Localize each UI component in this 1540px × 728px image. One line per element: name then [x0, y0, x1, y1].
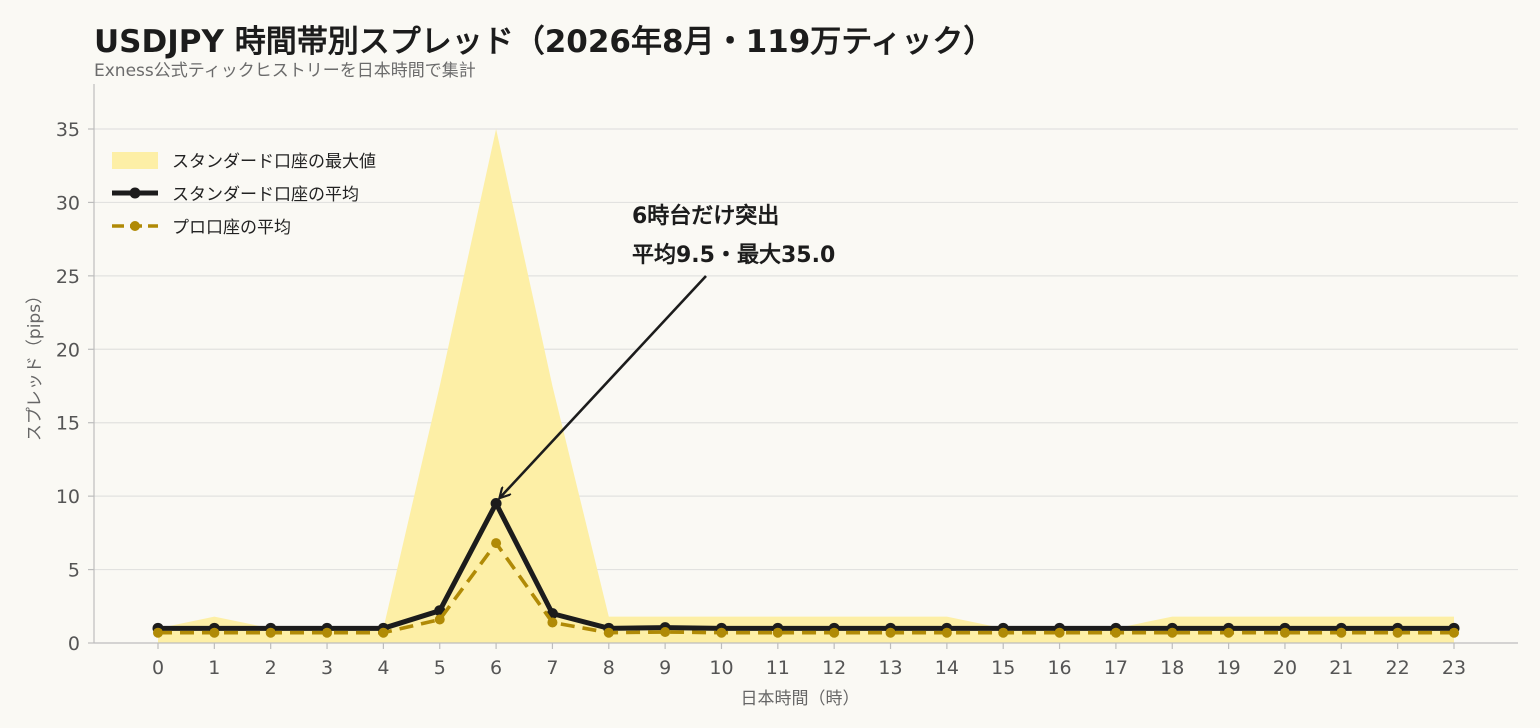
standard-avg-line [158, 500, 1454, 631]
y-tick-label: 20 [56, 339, 80, 361]
annotation-arrow [500, 275, 707, 497]
x-tick-label: 9 [659, 657, 671, 679]
pro-avg-point [1279, 627, 1290, 638]
chart-subtitle: Exness公式ティックヒストリーを日本時間で集計 [94, 61, 476, 81]
x-tick-label: 22 [1386, 657, 1410, 679]
pro-avg-point [1167, 627, 1178, 638]
y-tick-label: 25 [56, 266, 80, 288]
x-tick-label: 14 [935, 657, 959, 679]
pro-avg-point [1054, 627, 1065, 638]
max-area [158, 129, 1454, 643]
pro-avg-point [660, 626, 671, 637]
pro-avg-point [998, 627, 1009, 638]
pro-avg-point [603, 627, 614, 638]
standard-avg-point [490, 497, 502, 509]
legend-label: プロ口座の平均 [172, 218, 291, 238]
x-tick-label: 0 [152, 657, 164, 679]
y-axis-label: スプレッド（pips） [25, 287, 45, 441]
pro-avg-point [885, 627, 896, 638]
y-tick-label: 35 [56, 119, 80, 141]
x-tick-label: 4 [377, 657, 389, 679]
pro-avg-point [491, 538, 502, 549]
pro-avg-point [829, 627, 840, 638]
x-tick-label: 19 [1217, 657, 1241, 679]
x-axis-label: 日本時間（時） [741, 689, 860, 709]
x-tick-label: 12 [822, 657, 846, 679]
y-tick-label: 5 [68, 560, 80, 582]
pro-avg-point [434, 614, 445, 625]
x-tick-label: 15 [991, 657, 1015, 679]
y-tick-label: 10 [56, 486, 80, 508]
pro-avg-point [1392, 627, 1403, 638]
legend-marker [129, 187, 141, 199]
x-tick-label: 7 [546, 657, 558, 679]
x-tick-label: 21 [1329, 657, 1353, 679]
x-tick-label: 5 [434, 657, 446, 679]
x-tick-label: 6 [490, 657, 502, 679]
legend-label: スタンダード口座の最大値 [172, 152, 376, 172]
x-tick-label: 23 [1442, 657, 1466, 679]
x-tick-label: 16 [1047, 657, 1071, 679]
x-tick-label: 13 [878, 657, 902, 679]
legend-label: スタンダード口座の平均 [172, 185, 359, 205]
pro-avg-point [941, 627, 952, 638]
y-tick-label: 0 [68, 633, 80, 655]
x-tick-label: 8 [603, 657, 615, 679]
annotation-line1: 6時台だけ突出 [632, 203, 779, 229]
y-tick-label: 30 [56, 192, 80, 214]
x-tick-label: 17 [1104, 657, 1128, 679]
pro-avg-point [378, 627, 389, 638]
pro-avg-point [547, 617, 558, 628]
x-tick-label: 1 [208, 657, 220, 679]
x-tick-label: 20 [1273, 657, 1297, 679]
legend-marker [130, 221, 140, 231]
pro-avg-point [322, 627, 333, 638]
chart-title: USDJPY 時間帯別スプレッド（2026年8月・119万ティック） [94, 24, 995, 60]
pro-avg-point [1449, 627, 1459, 638]
pro-avg-line [158, 541, 1454, 635]
pro-avg-point [153, 627, 163, 638]
pro-avg-point [772, 627, 783, 638]
pro-avg-point [1223, 627, 1234, 638]
pro-avg-point [716, 627, 727, 638]
legend-swatch-max [112, 152, 158, 169]
pro-avg-point [1336, 627, 1347, 638]
annotation-line2: 平均9.5・最大35.0 [632, 242, 835, 268]
x-tick-label: 3 [321, 657, 333, 679]
x-tick-label: 2 [265, 657, 277, 679]
x-tick-label: 10 [709, 657, 733, 679]
pro-avg-point [209, 627, 220, 638]
y-tick-label: 15 [56, 413, 80, 435]
pro-avg-point [1110, 627, 1121, 638]
pro-avg-point [265, 627, 276, 638]
x-tick-label: 18 [1160, 657, 1184, 679]
x-tick-label: 11 [766, 657, 790, 679]
